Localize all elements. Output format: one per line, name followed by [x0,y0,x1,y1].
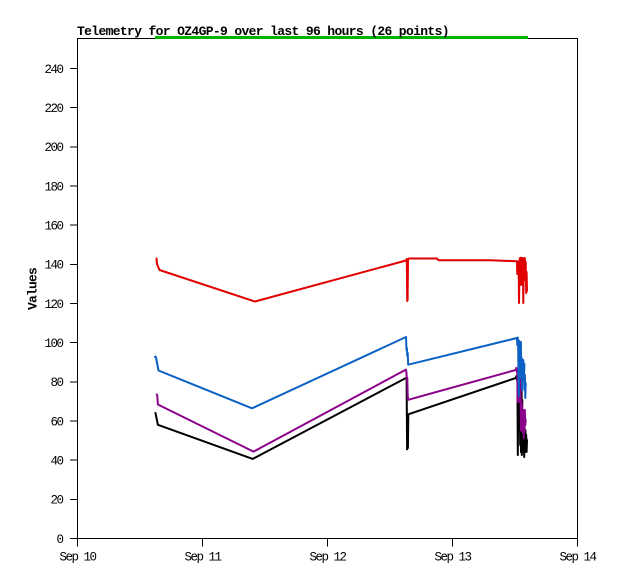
svg-text:120: 120 [44,298,63,312]
svg-text:Sep 10: Sep 10 [59,550,96,564]
svg-text:Values: Values [26,267,41,310]
svg-text:180: 180 [44,180,63,194]
svg-text:220: 220 [44,102,63,116]
svg-text:20: 20 [50,494,63,508]
svg-text:100: 100 [44,337,63,351]
svg-text:0: 0 [56,533,63,547]
svg-text:140: 140 [44,259,63,273]
svg-text:Sep 11: Sep 11 [184,550,221,564]
svg-text:Sep 14: Sep 14 [559,550,596,564]
svg-text:Sep 12: Sep 12 [309,550,346,564]
svg-text:Telemetry for OZ4GP-9 over las: Telemetry for OZ4GP-9 over last 96 hours… [77,24,449,39]
svg-text:Sep 13: Sep 13 [434,550,471,564]
svg-text:200: 200 [44,141,63,155]
svg-text:240: 240 [44,63,63,77]
svg-text:60: 60 [50,415,63,429]
svg-text:40: 40 [50,455,63,469]
svg-text:160: 160 [44,220,63,234]
svg-text:80: 80 [50,376,63,390]
